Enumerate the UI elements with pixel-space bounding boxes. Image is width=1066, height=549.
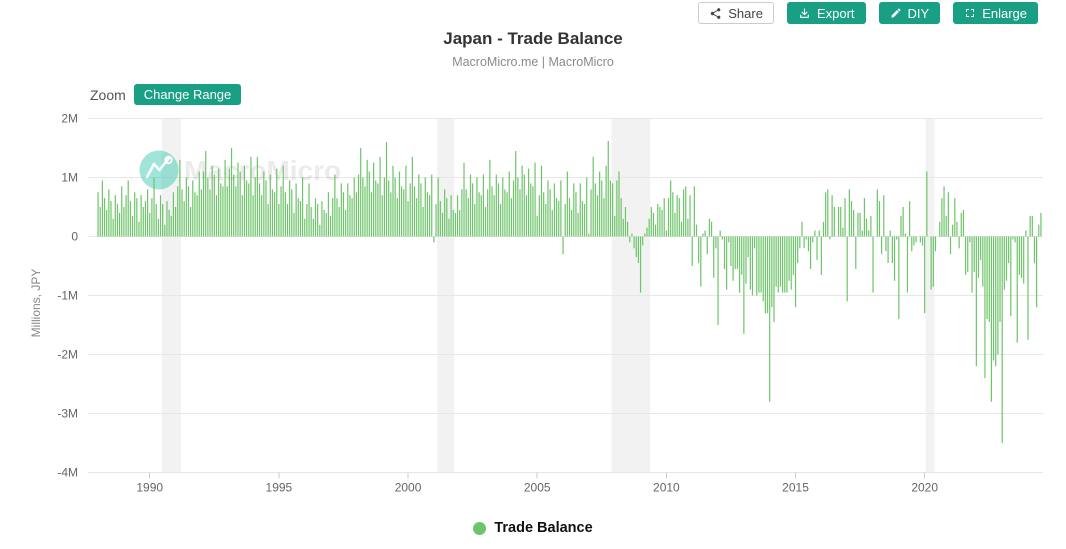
enlarge-button-label: Enlarge	[982, 5, 1027, 21]
svg-text:2M: 2M	[61, 112, 78, 126]
export-button[interactable]: Export	[786, 2, 866, 24]
zoom-label: Zoom	[90, 86, 126, 103]
svg-text:2000: 2000	[395, 481, 422, 495]
diy-button-label: DIY	[907, 5, 930, 21]
svg-text:-2M: -2M	[57, 348, 78, 362]
svg-text:1M: 1M	[61, 171, 78, 185]
svg-text:Millions, JPY: Millions, JPY	[29, 269, 43, 338]
zoom-toolbar: Zoom Change Range	[90, 84, 242, 105]
svg-text:MacroMicro: MacroMicro	[184, 155, 341, 186]
legend-trade-balance[interactable]: Trade Balance	[0, 520, 1066, 536]
header-actions: Share Export DIY Enlarge	[698, 2, 1038, 24]
export-button-label: Export	[816, 5, 855, 21]
page-title: Japan - Trade Balance	[443, 29, 623, 48]
trade-balance-bars	[97, 140, 1042, 443]
enlarge-button[interactable]: Enlarge	[953, 2, 1038, 24]
download-icon	[800, 8, 809, 18]
svg-text:2010: 2010	[653, 481, 680, 495]
diy-button[interactable]: DIY	[878, 2, 941, 24]
svg-text:2005: 2005	[524, 481, 551, 495]
svg-text:-4M: -4M	[57, 466, 78, 480]
expand-icon	[966, 9, 975, 17]
svg-text:0: 0	[71, 230, 78, 244]
svg-text:1990: 1990	[136, 481, 163, 495]
svg-text:-1M: -1M	[57, 289, 78, 303]
page-subtitle: MacroMicro.me | MacroMicro	[452, 55, 614, 69]
macromicro-watermark: MacroMicro	[139, 150, 341, 190]
svg-text:1995: 1995	[266, 481, 293, 495]
pencil-icon	[891, 8, 901, 18]
svg-text:-3M: -3M	[57, 407, 78, 421]
svg-text:2015: 2015	[782, 481, 809, 495]
share-icon	[711, 7, 721, 19]
share-button[interactable]: Share	[698, 2, 774, 24]
share-button-label: Share	[728, 5, 763, 21]
legend-marker-icon	[473, 521, 487, 535]
legend-label: Trade Balance	[494, 520, 593, 536]
svg-text:2020: 2020	[911, 481, 938, 495]
change-range-button[interactable]: Change Range	[133, 84, 242, 105]
